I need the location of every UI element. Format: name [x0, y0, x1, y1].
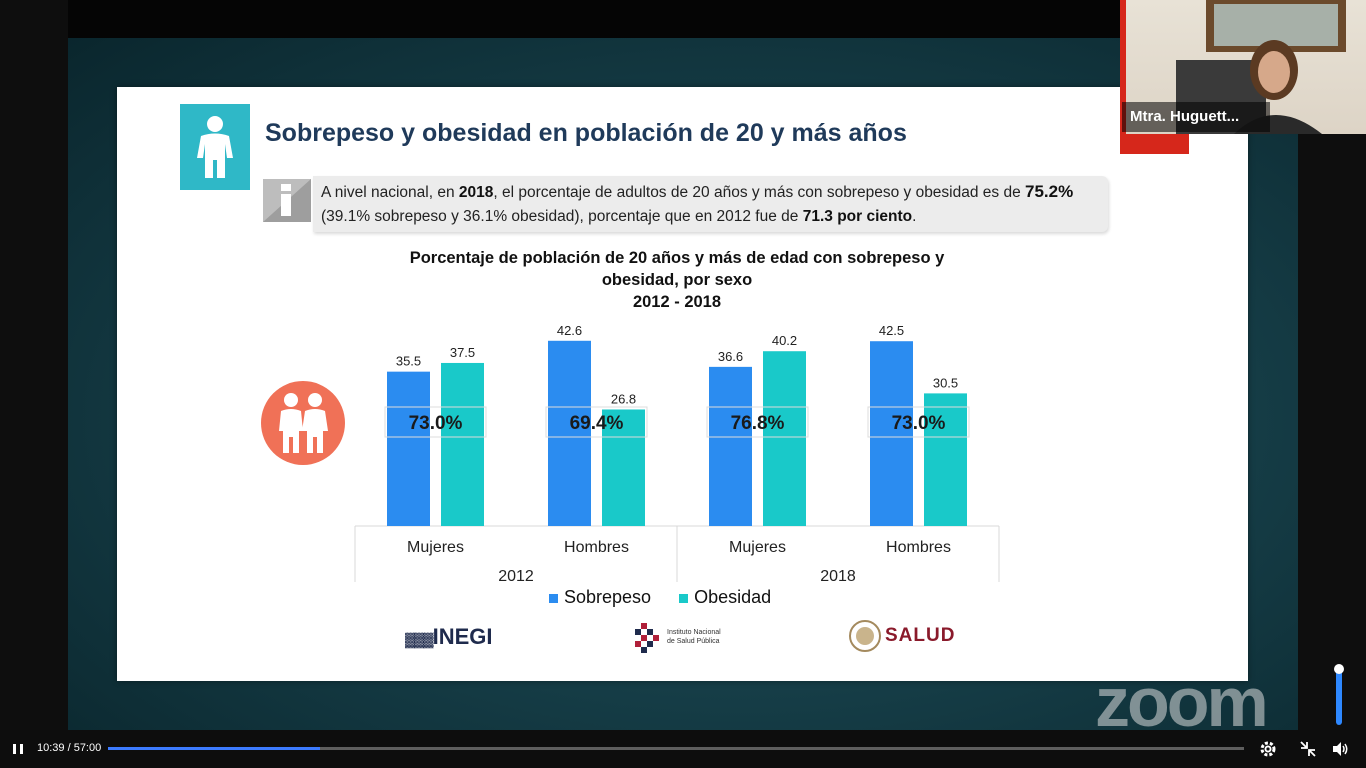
bar-value-label: 26.8 — [611, 391, 636, 406]
volume-slider[interactable] — [1336, 667, 1342, 725]
chart-title: Porcentaje de población de 20 años y más… — [377, 247, 977, 313]
playback-time: 10:39 / 57:00 — [37, 742, 102, 754]
bar-obesidad — [763, 351, 806, 526]
category-label: Mujeres — [407, 539, 464, 556]
volume-icon[interactable] — [1330, 739, 1350, 759]
info-callout: A nivel nacional, en 2018, el porcentaje… — [313, 176, 1108, 232]
bar-obesidad — [441, 362, 484, 526]
bar-value-label: 30.5 — [933, 375, 958, 390]
total-label: 69.4% — [570, 413, 624, 434]
year-label: 2018 — [820, 568, 856, 585]
insp-logo-text: Instituto Nacional de Salud Pública — [667, 629, 721, 645]
bar-sobrepeso — [387, 371, 430, 526]
inegi-logo: ▓▓▓INEGI — [405, 624, 493, 649]
insp-logo: Instituto Nacional de Salud Pública — [631, 621, 727, 653]
info-percent-2012: 71.3 por ciento — [802, 208, 913, 225]
pause-icon[interactable] — [10, 741, 26, 757]
info-percent-2018: 75.2% — [1025, 182, 1074, 201]
bar-value-label: 35.5 — [396, 354, 421, 369]
info-text-part: (39.1% sobrepeso y 36.1% obesidad), porc… — [321, 208, 803, 225]
player-controls: 10:39 / 57:00 — [0, 730, 1366, 768]
total-box — [867, 406, 970, 438]
bar-value-label: 42.5 — [879, 323, 904, 338]
total-label: 73.0% — [892, 413, 946, 434]
total-label: 76.8% — [731, 413, 785, 434]
category-label: Hombres — [564, 539, 629, 556]
chart-subtitle: 2012 - 2018 — [632, 293, 722, 311]
insp-emblem-icon — [635, 623, 659, 653]
category-label: Hombres — [886, 539, 951, 556]
participant-name: Mtra. Huguett... — [1122, 102, 1270, 132]
bar-obesidad — [924, 393, 967, 526]
legend-label-sobrepeso: Sobrepeso — [564, 587, 652, 607]
presentation-slide: Sobrepeso y obesidad en población de 20 … — [117, 87, 1248, 681]
info-text-part: , el porcentaje de adultos de 20 años y … — [493, 184, 1026, 201]
letterbox-left — [0, 0, 68, 768]
bar-sobrepeso — [548, 340, 591, 526]
progress-bar[interactable] — [108, 747, 1244, 750]
bar-value-label: 40.2 — [772, 333, 797, 348]
total-box — [384, 406, 487, 438]
total-label: 73.0% — [409, 413, 463, 434]
zoom-watermark: zoom — [1095, 663, 1269, 741]
legend-label-obesidad: Obesidad — [694, 587, 772, 607]
exit-fullscreen-icon[interactable] — [1298, 739, 1318, 759]
total-box — [706, 406, 809, 438]
category-label: Mujeres — [729, 539, 786, 556]
bar-obesidad — [602, 409, 645, 526]
info-text-part: A nivel nacional, en — [321, 184, 459, 201]
legend-swatch-obesidad — [679, 593, 689, 603]
progress-fill — [108, 747, 321, 750]
volume-knob[interactable] — [1334, 664, 1344, 674]
salud-logo: SALUD — [849, 620, 955, 652]
chart-legend: Sobrepeso Obesidad — [549, 587, 771, 608]
info-text-part: . — [912, 208, 917, 225]
gear-icon[interactable] — [1258, 739, 1278, 759]
slide-title: Sobrepeso y obesidad en población de 20 … — [265, 119, 907, 147]
bar-value-label: 42.6 — [557, 323, 582, 338]
bar-value-label: 37.5 — [450, 345, 475, 360]
chart-bars: 35.5 37.5 73.0% Mujeres 42.6 26.8 69.4% Hombres… — [384, 323, 970, 585]
bar-sobrepeso — [870, 341, 913, 526]
chart-title-text: Porcentaje de población de 20 años y más… — [409, 249, 945, 289]
salud-seal-icon — [849, 620, 881, 652]
year-label: 2012 — [498, 568, 534, 585]
info-icon — [263, 179, 311, 222]
participant-video-tile[interactable]: Mtra. Huguett... — [1120, 0, 1366, 154]
inegi-logo-text: INEGI — [432, 624, 493, 649]
bar-value-label: 36.6 — [718, 349, 743, 364]
bar-sobrepeso — [709, 366, 752, 526]
salud-logo-text: SALUD — [885, 625, 956, 646]
person-icon — [180, 104, 250, 190]
info-year: 2018 — [458, 184, 494, 201]
info-text: A nivel nacional, en 2018, el porcentaje… — [321, 180, 1101, 229]
total-box — [545, 406, 648, 438]
couple-icon — [261, 381, 345, 465]
bar-chart: 35.5 37.5 73.0% Mujeres 42.6 26.8 69.4% Hombres… — [354, 323, 1000, 585]
legend-swatch-sobrepeso — [549, 593, 558, 603]
letterbox-top — [68, 0, 1298, 38]
